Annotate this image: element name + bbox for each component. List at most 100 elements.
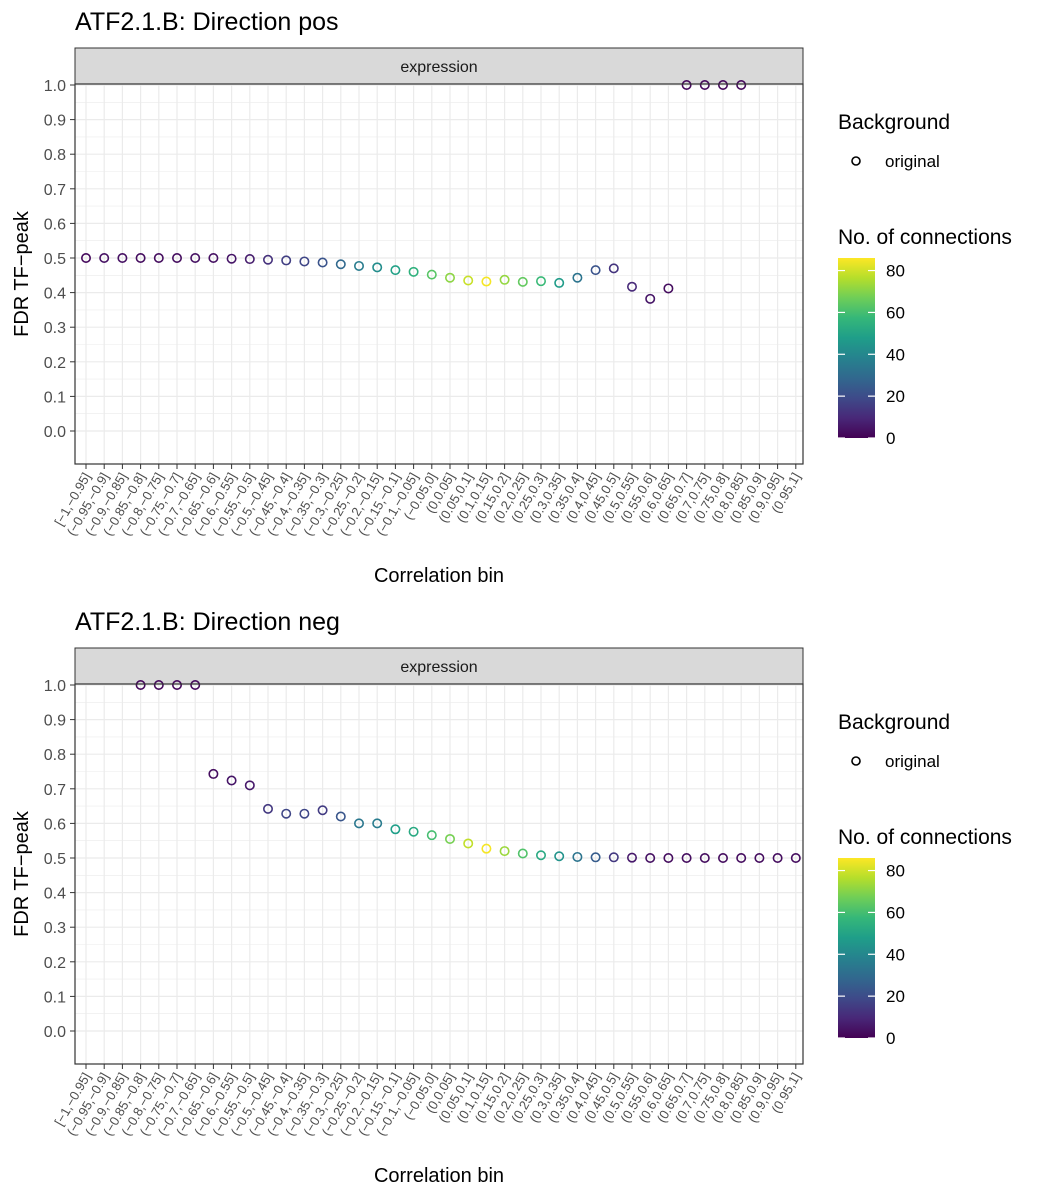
data-point [390,265,401,276]
data-point [99,253,110,264]
data-point [790,852,801,863]
data-point [426,269,437,280]
x-axis: [−1,−0.95](−0.95,−0.9](−0.9,−0.85](−0.85… [51,464,803,538]
data-point [645,293,656,304]
grid-lines [75,84,803,464]
data-point [262,254,273,265]
data-points [135,679,801,863]
data-point [153,253,164,264]
y-tick-label: 0.2 [44,355,66,372]
colorbar-ticks: 0 20 40 60 80 [838,262,905,448]
x-axis-title: Correlation bin [374,1165,504,1187]
data-point [772,852,783,863]
data-point [517,848,528,859]
facet-strip-label: expression [400,59,477,76]
data-point [499,274,510,285]
colorbar-tick-label: 80 [886,862,905,881]
y-tick-label: 1.0 [44,678,66,695]
y-tick-label: 1.0 [44,78,66,95]
y-tick-label: 0.6 [44,216,66,233]
data-point [335,259,346,270]
facet-strip-label: expression [400,659,477,676]
y-tick-label: 0.0 [44,1024,66,1041]
x-axis: [−1,−0.95](−0.95,−0.9](−0.9,−0.85](−0.85… [51,1064,803,1138]
data-point [172,253,183,264]
y-axis-title: FDR TF−peak [11,810,33,937]
y-tick-label: 0.4 [44,886,66,903]
data-point [335,811,346,822]
data-point [190,253,201,264]
colorbar [838,258,875,438]
data-point [117,253,128,264]
data-point [590,265,601,276]
colorbar-tick-label: 40 [886,345,905,364]
data-point [572,851,583,862]
data-point [554,851,565,862]
legend-open-circle-icon [851,756,861,766]
data-point [281,255,292,266]
y-tick-label: 0.3 [44,320,66,337]
data-point [226,253,237,264]
y-tick-label: 0.8 [44,147,66,164]
data-point [572,272,583,283]
data-point [736,852,747,863]
plot-panel-background [75,684,803,1064]
legend-background-label: original [885,152,940,171]
y-axis-title: FDR TF−peak [11,210,33,337]
data-point [281,808,292,819]
data-point [590,852,601,863]
y-tick-label: 0.3 [44,920,66,937]
data-point [663,283,674,294]
colorbar-ticks: 0 20 40 60 80 [838,862,905,1048]
data-point [645,852,656,863]
x-axis-title: Correlation bin [374,565,504,587]
plot-panel-border [74,83,804,465]
data-point [353,260,364,271]
data-point [754,852,765,863]
data-point [717,80,728,91]
y-tick-label: 0.8 [44,747,66,764]
data-point [408,266,419,277]
data-point [444,833,455,844]
data-point [535,276,546,287]
y-tick-label: 0.9 [44,113,66,130]
legend-background: Background original [838,111,950,171]
data-point [463,838,474,849]
legend-background: Background original [838,711,950,771]
data-point [372,262,383,273]
data-point [372,818,383,829]
data-point [153,679,164,690]
data-point [681,852,692,863]
data-point [481,843,492,854]
data-point [736,80,747,91]
data-point [390,824,401,835]
data-point [426,830,437,841]
data-point [554,277,565,288]
plot-panel-background [75,84,803,464]
data-point [535,850,546,861]
legend-connections-title: No. of connections [838,226,1012,249]
data-point [190,679,201,690]
y-tick-label: 0.9 [44,713,66,730]
data-point [608,263,619,274]
y-axis: 0.0 0.1 0.2 0.3 0.4 0.5 0.6 0.7 0.8 0.9 1.0 [44,678,75,1041]
colorbar-tick-label: 80 [886,262,905,281]
data-point [317,257,328,268]
legend-connections: No. of connections 0 20 40 60 80 [838,826,1012,1048]
colorbar-tick-label: 20 [886,987,905,1006]
data-point [299,808,310,819]
chart-title: ATF2.1.B: Direction pos [75,8,339,36]
colorbar-tick-label: 0 [886,1029,895,1048]
legend-background-label: original [885,752,940,771]
data-point [353,818,364,829]
data-point [262,803,273,814]
y-tick-label: 0.0 [44,424,66,441]
y-tick-label: 0.1 [44,989,66,1006]
data-point [299,256,310,267]
data-point [717,852,728,863]
data-point [463,275,474,286]
panel-direction-neg: ATF2.1.B: Direction neg expression 0.00.… [11,608,1012,1187]
data-point [172,679,183,690]
y-tick-label: 0.7 [44,782,66,799]
data-point [517,276,528,287]
